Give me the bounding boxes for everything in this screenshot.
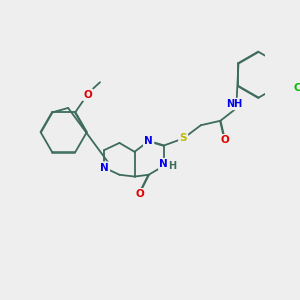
Text: O: O: [220, 135, 229, 145]
Text: N: N: [144, 136, 153, 146]
Text: NH: NH: [226, 99, 243, 109]
Text: N: N: [159, 159, 168, 169]
Text: O: O: [83, 90, 92, 100]
Text: O: O: [135, 189, 144, 199]
Text: Cl: Cl: [294, 83, 300, 93]
Text: S: S: [179, 134, 187, 143]
Text: N: N: [100, 163, 109, 173]
Text: H: H: [169, 161, 177, 171]
